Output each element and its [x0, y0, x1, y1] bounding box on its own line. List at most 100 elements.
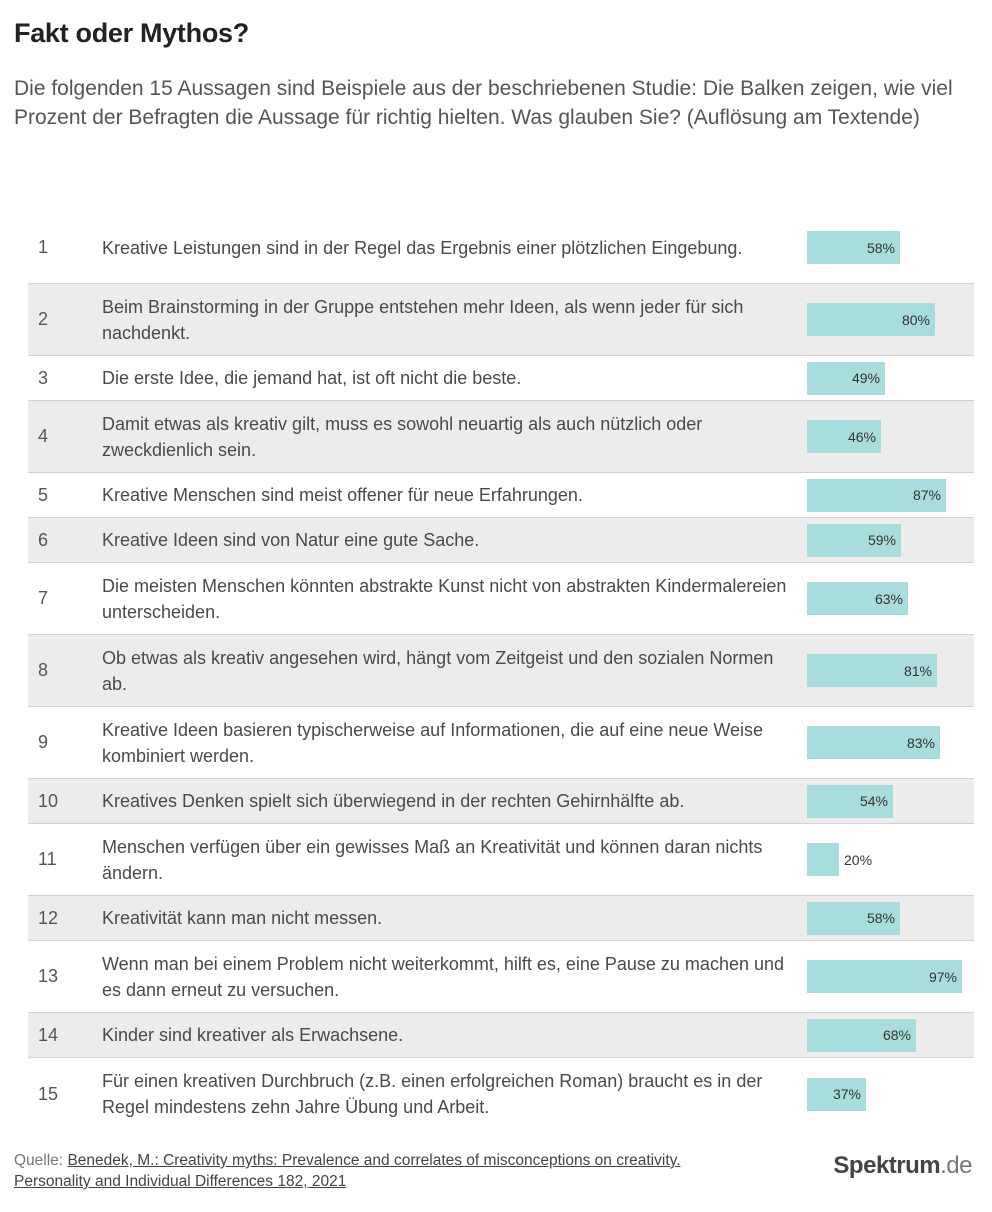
- table-row: 11 Menschen verfügen über ein gewisses Ma…: [28, 824, 974, 896]
- statement-text: Kreative Ideen basieren typischerweise a…: [102, 719, 764, 766]
- source-citation-link[interactable]: Benedek, M.: Creativity myths: Prevalenc…: [14, 1152, 681, 1190]
- row-number: 2: [38, 309, 49, 329]
- row-number: 13: [38, 966, 59, 986]
- bar-cell: 80%: [807, 284, 967, 355]
- statement-text: Kreative Ideen sind von Natur eine gute …: [102, 530, 480, 550]
- bar-cell: 46%: [807, 401, 967, 472]
- bar-cell: 58%: [807, 212, 967, 283]
- bar-cell: 58%: [807, 896, 967, 940]
- bar: 68%: [807, 1018, 916, 1052]
- bar: 49%: [807, 361, 885, 395]
- chart-title: Fakt oder Mythos?: [14, 18, 249, 48]
- row-number: 8: [38, 660, 49, 680]
- bar-value-label: 68%: [882, 1027, 911, 1043]
- table-row: 8 Ob etwas als kreativ angesehen wird, hä…: [28, 635, 974, 707]
- bar: 63%: [807, 582, 908, 615]
- table-row: 15 Für einen kreativen Durchbruch (z.B. e…: [28, 1058, 974, 1130]
- bar-value-label: 80%: [901, 311, 930, 328]
- table-row: 12 Kreativität kann man nicht messen. 58%: [28, 896, 974, 941]
- statement-text: Kreativität kann man nicht messen.: [102, 908, 383, 928]
- bar: 80%: [807, 303, 935, 336]
- bar: 37%: [807, 1077, 866, 1111]
- table-row: 13 Wenn man bei einem Problem nicht weite…: [28, 941, 974, 1013]
- bar-value-label: 20%: [844, 851, 873, 868]
- table-row: 2 Beim Brainstorming in der Gruppe entste…: [28, 284, 974, 356]
- bar-cell: 49%: [807, 356, 967, 400]
- row-number: 1: [38, 237, 49, 257]
- table-row: 3 Die erste Idee, die jemand hat, ist oft…: [28, 356, 974, 401]
- bar-value-label: 97%: [928, 968, 957, 985]
- statement-text: Die erste Idee, die jemand hat, ist oft …: [102, 368, 522, 388]
- bar: 83%: [807, 726, 940, 759]
- bar-value-label: 46%: [847, 428, 876, 445]
- row-number: 5: [38, 484, 49, 505]
- table-row: 9 Kreative Ideen basieren typischerweise …: [28, 707, 974, 779]
- bar-cell: 54%: [807, 779, 967, 823]
- bar: 58%: [807, 231, 900, 264]
- bar: 54%: [807, 784, 893, 818]
- bar-cell: 87%: [807, 473, 967, 517]
- source-citation-line2: Personality and Individual Differences 1…: [14, 1173, 347, 1190]
- statement-text: Kreative Menschen sind meist offener für…: [102, 485, 583, 505]
- bar-value-label: 81%: [903, 662, 932, 679]
- bar: 58%: [807, 901, 900, 935]
- bar-value-label: 87%: [912, 487, 941, 503]
- bar: 46%: [807, 420, 881, 453]
- statement-text: Für einen kreativen Durchbruch (z.B. ein…: [102, 1071, 763, 1117]
- bar-value-label: 83%: [906, 734, 935, 751]
- bar-cell: 59%: [807, 518, 967, 562]
- bar-value-label: 59%: [867, 532, 896, 548]
- statement-text: Ob etwas als kreativ angesehen wird, hän…: [102, 647, 774, 694]
- chart-subtitle: Die folgenden 15 Aussagen sind Beispiele…: [14, 77, 953, 129]
- row-number: 6: [38, 529, 49, 550]
- bar-value-label: 49%: [851, 370, 880, 386]
- statement-text: Wenn man bei einem Problem nicht weiterk…: [102, 953, 785, 1000]
- table-row: 10 Kreatives Denken spielt sich überwiege…: [28, 779, 974, 824]
- bar-cell: 63%: [807, 563, 967, 634]
- statement-text: Menschen verfügen über ein gewisses Maß …: [102, 836, 763, 883]
- row-number: 15: [38, 1083, 59, 1104]
- bar-cell: 20%: [807, 824, 967, 895]
- table-row: 1 Kreative Leistungen sind in der Regel d…: [28, 212, 974, 284]
- table-row: 7 Die meisten Menschen könnten abstrakte …: [28, 563, 974, 635]
- bar-cell: 97%: [807, 941, 967, 1012]
- statement-text: Damit etwas als kreativ gilt, muss es so…: [102, 413, 703, 460]
- statement-text: Kinder sind kreativer als Erwachsene.: [102, 1025, 404, 1045]
- bar-cell: 83%: [807, 707, 967, 778]
- row-number: 9: [38, 732, 49, 752]
- table-row: 14 Kinder sind kreativer als Erwachsene. 6…: [28, 1013, 974, 1058]
- bar: [807, 843, 839, 876]
- row-number: 7: [38, 588, 49, 608]
- bar-value-label: 54%: [859, 793, 888, 809]
- source-note: Quelle: Benedek, M.: Creativity myths: P…: [14, 1150, 814, 1192]
- bar-cell: 68%: [807, 1013, 967, 1057]
- brand-name: Spektrum: [833, 1152, 941, 1179]
- bar-value-label: 37%: [832, 1086, 861, 1102]
- bar: 59%: [807, 523, 901, 557]
- bar-value-label: 63%: [874, 590, 903, 607]
- statement-table: 1 Kreative Leistungen sind in der Regel d…: [28, 212, 974, 1130]
- brand-suffix: .de: [940, 1152, 972, 1179]
- row-number: 3: [38, 367, 49, 388]
- table-row: 6 Kreative Ideen sind von Natur eine gute…: [28, 518, 974, 563]
- row-number: 11: [38, 849, 57, 869]
- bar-value-label: 58%: [866, 239, 895, 256]
- bar-cell: 81%: [807, 635, 967, 706]
- table-row: 5 Kreative Menschen sind meist offener fü…: [28, 473, 974, 518]
- bar: 97%: [807, 960, 962, 993]
- source-citation-line1: Benedek, M.: Creativity myths: Prevalenc…: [67, 1152, 681, 1169]
- row-number: 10: [38, 790, 59, 811]
- statement-text: Die meisten Menschen könnten abstrakte K…: [102, 575, 787, 622]
- statement-text: Kreative Leistungen sind in der Regel da…: [102, 237, 743, 258]
- bar: 87%: [807, 478, 946, 512]
- statement-text: Beim Brainstorming in der Gruppe entsteh…: [102, 296, 744, 343]
- bar: 81%: [807, 654, 937, 687]
- row-number: 4: [38, 426, 49, 446]
- row-number: 14: [38, 1024, 59, 1045]
- statement-text: Kreatives Denken spielt sich überwiegend…: [102, 791, 685, 811]
- row-number: 12: [38, 907, 59, 928]
- brand-logo: Spektrum.de: [833, 1152, 972, 1180]
- source-prefix: Quelle:: [14, 1152, 64, 1169]
- bar-value-label: 58%: [866, 910, 895, 926]
- table-row: 4 Damit etwas als kreativ gilt, muss es s…: [28, 401, 974, 473]
